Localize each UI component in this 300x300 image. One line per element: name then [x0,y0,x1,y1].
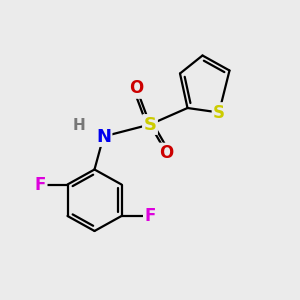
Text: S: S [213,103,225,122]
Text: F: F [35,176,46,194]
Text: O: O [129,80,144,98]
Text: O: O [159,144,174,162]
Text: S: S [143,116,157,134]
Text: F: F [144,207,156,225]
Text: H: H [73,118,86,134]
Text: N: N [96,128,111,146]
